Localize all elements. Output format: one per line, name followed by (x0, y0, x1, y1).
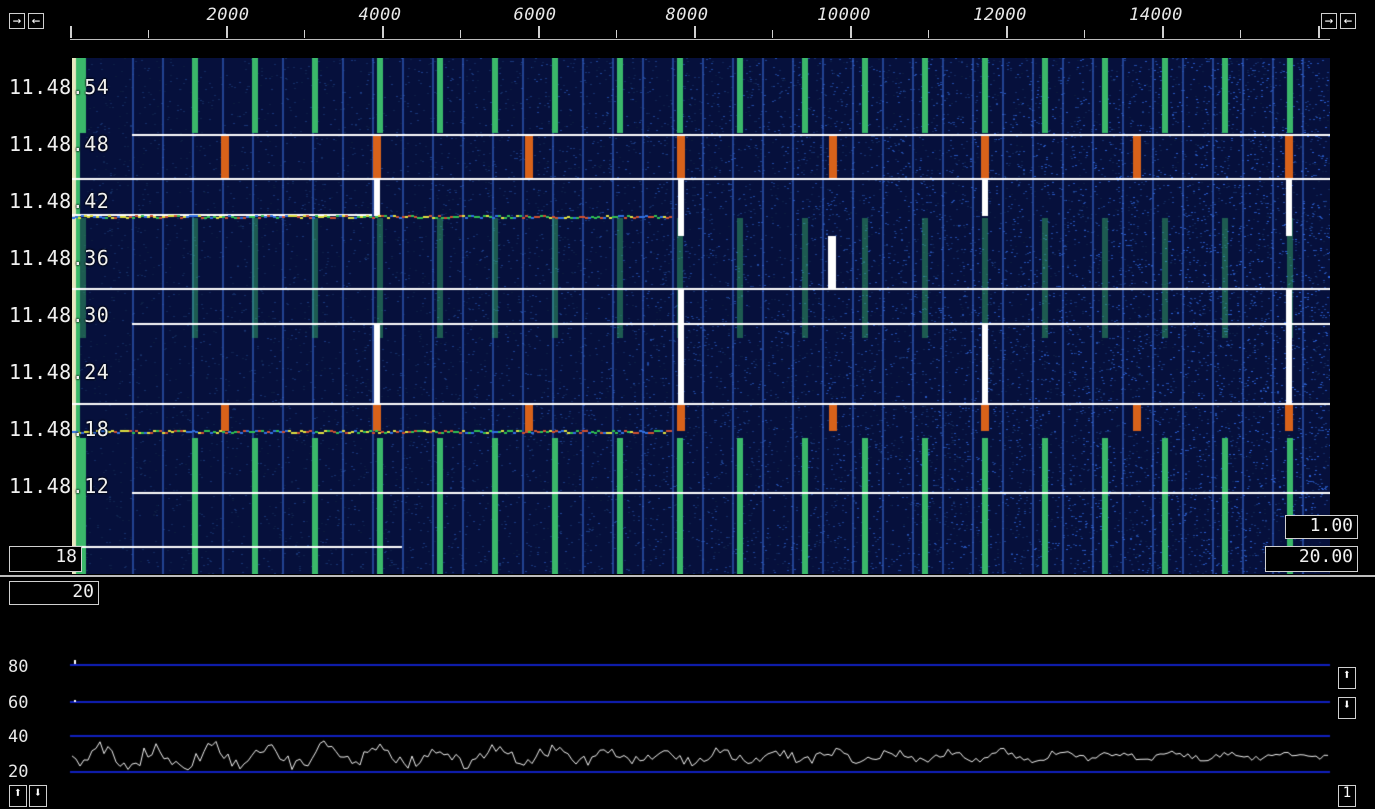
frequency-tick (772, 30, 773, 38)
time-label: 11.48.30 (9, 303, 110, 327)
frequency-tick (1240, 30, 1241, 38)
frequency-tick (1318, 26, 1320, 38)
y-label-20: 20 (8, 762, 29, 782)
scale-down-button[interactable]: ⬇ (1338, 697, 1356, 719)
below-field[interactable]: 20 (9, 581, 99, 605)
scroll-left-button-2[interactable]: ← (1340, 13, 1356, 29)
frequency-tick (616, 30, 617, 38)
gain-field[interactable]: 1.00 (1285, 515, 1358, 539)
time-label: 11.48.18 (9, 417, 110, 441)
frequency-tick (382, 26, 384, 38)
frequency-tick (70, 26, 72, 38)
frequency-tick (928, 30, 929, 38)
frequency-tick (148, 30, 149, 38)
frequency-tick (226, 26, 228, 38)
scroll-left-button[interactable]: ← (28, 13, 44, 29)
waterfall-display[interactable] (72, 58, 1330, 574)
time-label: 11.48.12 (9, 474, 110, 498)
frequency-tick (460, 30, 461, 38)
frequency-tick (1162, 26, 1164, 38)
scroll-right-button[interactable]: → (9, 13, 25, 29)
frequency-tick (850, 26, 852, 38)
freq-label-4000: 4000 (358, 5, 402, 25)
time-label: 11.48.36 (9, 246, 110, 270)
freq-label-6000: 6000 (513, 5, 557, 25)
frequency-tick (694, 26, 696, 38)
freq-label-8000: 8000 (665, 5, 709, 25)
y-label-80: 80 (8, 657, 29, 677)
spectrum-display[interactable] (0, 640, 1375, 809)
average-field[interactable]: 18 (9, 546, 82, 572)
freq-label-12000: 12000 (973, 5, 1027, 25)
freq-label-2000: 2000 (206, 5, 250, 25)
frequency-scale[interactable]: 2000 4000 6000 8000 10000 12000 14000 (70, 0, 1330, 25)
frequency-axis-line (70, 39, 1330, 40)
corner-down-button[interactable]: ⬇ (29, 785, 47, 807)
frequency-tick (538, 26, 540, 38)
panel-divider (0, 575, 1375, 577)
scroll-right-button-2[interactable]: → (1321, 13, 1337, 29)
time-label: 11.48.42 (9, 189, 110, 213)
corner-up-button[interactable]: ⬆ (9, 785, 27, 807)
freq-label-14000: 14000 (1129, 5, 1183, 25)
zero-field[interactable]: 20.00 (1265, 546, 1358, 572)
frequency-tick (1084, 30, 1085, 38)
freq-label-10000: 10000 (817, 5, 871, 25)
time-label: 11.48.24 (9, 360, 110, 384)
corner-channel-button[interactable]: 1 (1338, 785, 1356, 807)
time-label: 11.48.48 (9, 132, 110, 156)
y-label-60: 60 (8, 693, 29, 713)
frequency-tick (1006, 26, 1008, 38)
frequency-tick (304, 30, 305, 38)
y-label-40: 40 (8, 727, 29, 747)
scale-up-button[interactable]: ⬆ (1338, 667, 1356, 689)
time-label: 11.48.54 (9, 75, 110, 99)
